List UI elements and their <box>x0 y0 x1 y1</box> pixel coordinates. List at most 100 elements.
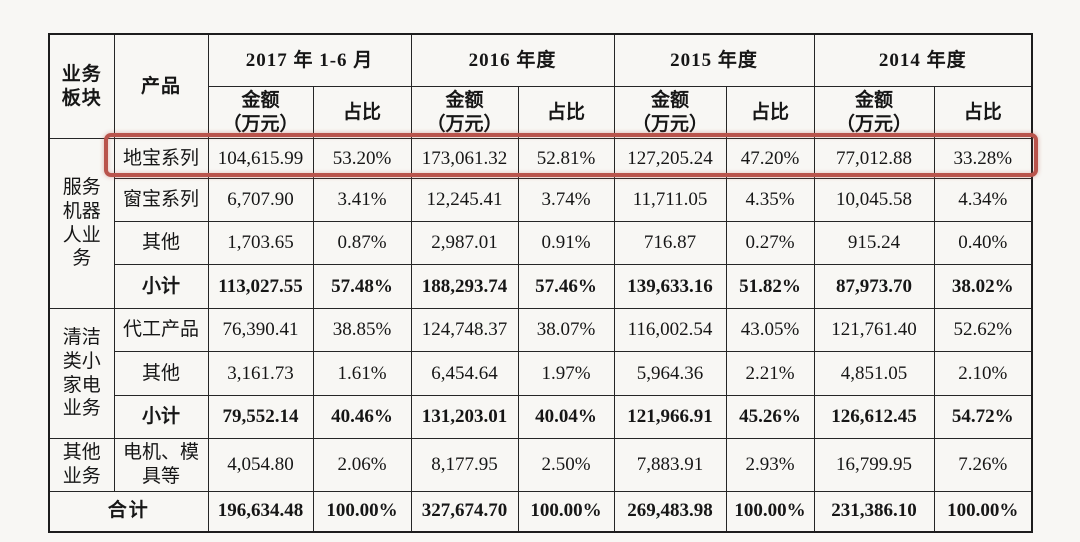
ratio-cell: 1.97% <box>517 351 615 396</box>
header-ratio-2017h1: 占比 <box>312 86 412 139</box>
amount-cell: 127,205.24 <box>613 138 727 179</box>
ratio-cell: 0.40% <box>933 221 1033 265</box>
header-ratio-2016: 占比 <box>517 86 615 139</box>
table-row: 小计 113,027.55 57.48% 188,293.74 57.46% 139,63… <box>49 264 1033 309</box>
amount-cell: 131,203.01 <box>410 395 519 439</box>
ratio-cell: 52.62% <box>933 308 1033 352</box>
ratio-cell: 2.10% <box>933 351 1033 396</box>
product-cell: 其他 <box>113 351 209 396</box>
amount-cell: 121,761.40 <box>813 308 935 352</box>
product-label: 地宝系列 <box>122 147 199 169</box>
business-segment-cell: 其他业务 <box>48 438 115 492</box>
business-segment-label: 清洁类小家电业务 <box>62 327 101 420</box>
ratio-cell: 1.61% <box>312 351 412 396</box>
amount-cell: 11,711.05 <box>613 178 727 222</box>
product-label: 窗宝系列 <box>122 189 199 211</box>
amount-cell: 126,612.45 <box>813 395 935 439</box>
table-row: 窗宝系列 6,707.90 3.41% 12,245.41 3.74% 11,711.05… <box>49 178 1033 222</box>
header-business-segment: 业务 板块 <box>48 33 115 139</box>
amount-cell: 87,973.70 <box>813 264 935 309</box>
amount-cell: 16,799.95 <box>813 438 935 492</box>
table-row: 清洁类小家电业务 代工产品 76,390.41 38.85% 124,748.37 38.… <box>48 308 1033 439</box>
ratio-cell: 100.00% <box>517 491 615 532</box>
product-label: 其他 <box>141 232 180 254</box>
amount-cell: 188,293.74 <box>410 264 519 309</box>
ratio-cell: 57.48% <box>312 264 412 309</box>
ratio-cell: 47.20% <box>725 138 815 179</box>
product-label: 电机、模具等 <box>122 442 199 487</box>
amount-cell: 327,674.70 <box>410 491 519 532</box>
header-period-2015: 2015 年度 <box>613 33 815 87</box>
amount-cell: 231,386.10 <box>813 491 935 532</box>
ratio-cell: 2.93% <box>725 438 815 492</box>
business-segment-label: 服务机器人业务 <box>62 177 101 270</box>
amount-cell: 7,883.91 <box>613 438 727 492</box>
header-period-2016: 2016 年度 <box>410 33 615 87</box>
ratio-cell: 2.21% <box>725 351 815 396</box>
business-segment-cell: 服务机器人业务 <box>48 138 115 309</box>
amount-cell: 2,987.01 <box>410 221 519 265</box>
header-period-2017h1: 2017 年 1-6 月 <box>207 33 412 87</box>
ratio-cell: 38.02% <box>933 264 1033 309</box>
product-label: 小计 <box>141 275 180 297</box>
amount-cell: 104,615.99 <box>207 138 314 179</box>
ratio-cell: 33.28% <box>933 138 1033 179</box>
ratio-cell: 0.87% <box>312 221 412 265</box>
header-amount-2015: 金额 （万元） <box>613 86 727 139</box>
amount-cell: 269,483.98 <box>613 491 727 532</box>
product-cell: 小计 <box>113 264 209 309</box>
amount-cell: 124,748.37 <box>410 308 519 352</box>
table-row: 其他 3,161.73 1.61% 6,454.64 1.97% 5,964.36 2.21… <box>49 351 1033 396</box>
amount-cell: 121,966.91 <box>613 395 727 439</box>
ratio-cell: 0.27% <box>725 221 815 265</box>
ratio-cell: 3.74% <box>517 178 615 222</box>
header-ratio-2015: 占比 <box>725 86 815 139</box>
ratio-cell: 51.82% <box>725 264 815 309</box>
ratio-cell: 4.34% <box>933 178 1033 222</box>
product-label: 代工产品 <box>122 319 199 341</box>
product-cell: 电机、模具等 <box>113 438 209 492</box>
ratio-cell: 100.00% <box>933 491 1033 532</box>
amount-cell: 173,061.32 <box>410 138 519 179</box>
product-cell: 窗宝系列 <box>113 178 209 222</box>
business-segment-cell: 清洁类小家电业务 <box>48 308 115 439</box>
ratio-cell: 54.72% <box>933 395 1033 439</box>
amount-cell: 6,454.64 <box>410 351 519 396</box>
ratio-cell: 43.05% <box>725 308 815 352</box>
header-row-periods: 业务 板块 产品 2017 年 1-6 月 2016 年度 2015 年度 20… <box>48 33 1033 139</box>
amount-cell: 6,707.90 <box>207 178 314 222</box>
ratio-cell: 38.07% <box>517 308 615 352</box>
amount-cell: 139,633.16 <box>613 264 727 309</box>
amount-cell: 12,245.41 <box>410 178 519 222</box>
business-segment-label: 其他业务 <box>62 442 101 487</box>
amount-cell: 79,552.14 <box>207 395 314 439</box>
amount-cell: 113,027.55 <box>207 264 314 309</box>
ratio-cell: 53.20% <box>312 138 412 179</box>
product-label: 小计 <box>141 406 180 428</box>
amount-cell: 4,851.05 <box>813 351 935 396</box>
ratio-cell: 100.00% <box>312 491 412 532</box>
amount-cell: 116,002.54 <box>613 308 727 352</box>
ratio-cell: 38.85% <box>312 308 412 352</box>
product-cell: 小计 <box>113 395 209 439</box>
ratio-cell: 0.91% <box>517 221 615 265</box>
header-product: 产品 <box>113 33 209 139</box>
table-row: 其他 1,703.65 0.87% 2,987.01 0.91% 716.87 0.27% 9… <box>49 221 1033 265</box>
ratio-cell: 4.35% <box>725 178 815 222</box>
ratio-cell: 3.41% <box>312 178 412 222</box>
amount-cell: 5,964.36 <box>613 351 727 396</box>
product-cell: 其他 <box>113 221 209 265</box>
ratio-cell: 57.46% <box>517 264 615 309</box>
amount-cell: 8,177.95 <box>410 438 519 492</box>
ratio-cell: 2.06% <box>312 438 412 492</box>
table-body: 服务机器人业务 地宝系列 104,615.99 53.20% 173,061.32 52.… <box>48 138 1033 532</box>
segment-revenue-table: 业务 板块 产品 2017 年 1-6 月 2016 年度 2015 年度 20… <box>48 33 1034 533</box>
amount-cell: 3,161.73 <box>207 351 314 396</box>
table-row: 服务机器人业务 地宝系列 104,615.99 53.20% 173,061.32 52.… <box>48 138 1033 309</box>
ratio-cell: 45.26% <box>725 395 815 439</box>
header-row-metrics: 金额 （万元） 占比 金额 （万元） 占比 金额 （万元） 占比 金额 （万元）… <box>49 86 1033 139</box>
header-period-2014: 2014 年度 <box>813 33 1033 87</box>
amount-cell: 716.87 <box>613 221 727 265</box>
ratio-cell: 100.00% <box>725 491 815 532</box>
